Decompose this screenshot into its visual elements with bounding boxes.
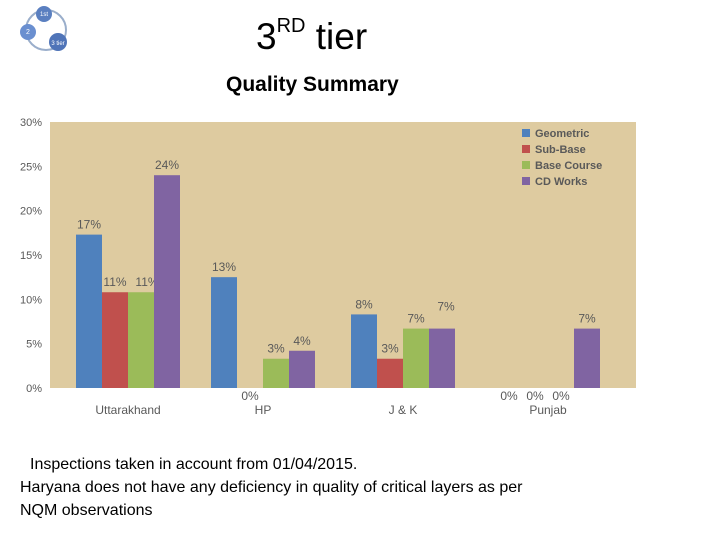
category-label: Uttarakhand bbox=[95, 403, 160, 417]
bar bbox=[377, 358, 403, 388]
legend-label: Sub-Base bbox=[535, 144, 586, 156]
y-tick-label: 10% bbox=[20, 294, 42, 306]
legend-swatch bbox=[522, 177, 530, 185]
data-label: 0% bbox=[500, 389, 518, 403]
data-label: 0% bbox=[526, 389, 544, 403]
legend-label: Geometric bbox=[535, 128, 589, 140]
slide-title: 3RD tier bbox=[256, 16, 367, 58]
data-label: 11% bbox=[135, 275, 158, 289]
data-label: 0% bbox=[552, 389, 570, 403]
data-label: 0% bbox=[241, 389, 259, 403]
data-label: 8% bbox=[355, 297, 373, 311]
y-tick-label: 25% bbox=[20, 161, 42, 173]
y-tick-label: 20% bbox=[20, 206, 42, 218]
title-number: 3 bbox=[256, 16, 277, 57]
title-text: tier bbox=[305, 16, 368, 57]
legend-swatch bbox=[522, 145, 530, 153]
y-tick-label: 0% bbox=[26, 383, 42, 395]
bar bbox=[76, 234, 102, 388]
data-label: 17% bbox=[77, 218, 101, 232]
legend-label: CD Works bbox=[535, 176, 587, 188]
bar bbox=[289, 350, 315, 388]
slide-subtitle: Quality Summary bbox=[226, 73, 399, 96]
data-label: 11% bbox=[103, 275, 126, 289]
data-label: 24% bbox=[155, 158, 179, 172]
data-label: 3% bbox=[381, 342, 399, 356]
data-label: 7% bbox=[437, 300, 455, 314]
legend-swatch bbox=[522, 129, 530, 137]
y-tick-label: 30% bbox=[20, 117, 42, 129]
title-superscript: RD bbox=[276, 14, 306, 37]
bar bbox=[154, 175, 180, 388]
logo-label-2: 2 bbox=[26, 29, 30, 36]
data-label: 13% bbox=[212, 260, 236, 274]
tier-logo: 1st 2 3 tier bbox=[14, 4, 76, 58]
bar bbox=[574, 328, 600, 388]
logo-label-1: 1st bbox=[40, 12, 48, 18]
logo-label-3: 3 tier bbox=[51, 41, 64, 47]
note-haryana: Haryana does not have any deficiency in … bbox=[20, 479, 523, 496]
bar bbox=[403, 328, 429, 388]
bar bbox=[429, 328, 455, 388]
y-tick-label: 5% bbox=[26, 339, 42, 351]
data-label: 4% bbox=[293, 334, 311, 348]
data-label: 3% bbox=[267, 342, 285, 356]
note-observations: NQM observations bbox=[20, 502, 153, 519]
legend-label: Base Course bbox=[535, 160, 602, 172]
bar bbox=[351, 314, 377, 388]
quality-bar-chart: 0% 5% 10% 15% 20% 25% 30% 17% 11% 11% 24% Uttarakha… bbox=[8, 114, 640, 424]
y-tick-label: 15% bbox=[20, 250, 42, 262]
data-label: 7% bbox=[407, 312, 425, 326]
bar bbox=[128, 292, 154, 388]
bar bbox=[263, 358, 289, 388]
category-label: HP bbox=[255, 403, 272, 417]
bar bbox=[211, 277, 237, 388]
category-label: Punjab bbox=[529, 403, 567, 417]
data-label: 7% bbox=[578, 312, 596, 326]
bar bbox=[102, 292, 128, 388]
note-inspections: Inspections taken in account from 01/04/… bbox=[30, 456, 358, 473]
category-label: J & K bbox=[389, 403, 418, 417]
legend-swatch bbox=[522, 161, 530, 169]
